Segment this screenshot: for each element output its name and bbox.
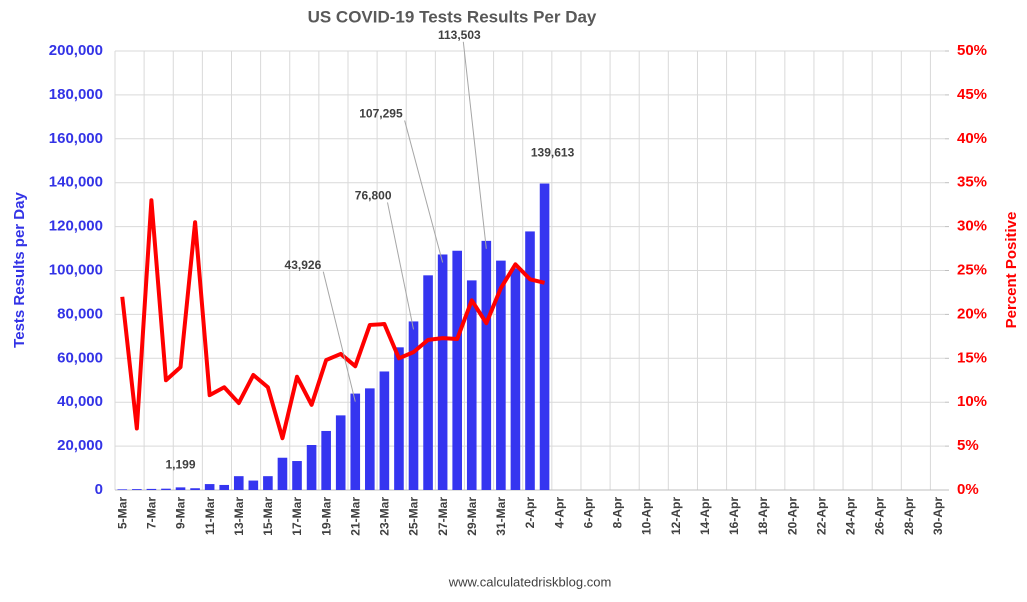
data-label: 76,800	[355, 189, 392, 203]
x-tick-label: 12-Apr	[669, 497, 683, 535]
x-tick-label: 24-Apr	[844, 497, 858, 535]
data-label: 107,295	[359, 107, 403, 121]
x-tick-label: 15-Mar	[261, 497, 275, 536]
x-tick-label: 6-Apr	[581, 497, 595, 529]
y2-tick-label: 45%	[957, 86, 987, 103]
leader-line	[387, 202, 414, 330]
bar	[437, 254, 448, 490]
chart-title: US COVID-19 Tests Results Per Day	[308, 7, 597, 26]
y-tick-label: 140,000	[49, 174, 103, 191]
bar	[510, 268, 521, 490]
bar	[394, 347, 404, 490]
y-tick-label: 60,000	[57, 349, 103, 366]
bar	[496, 260, 506, 490]
bar	[365, 388, 375, 490]
bar	[466, 280, 477, 490]
x-tick-label: 19-Mar	[319, 497, 333, 536]
x-tick-label: 2-Apr	[523, 497, 537, 529]
bar	[539, 183, 550, 490]
y2-tick-label: 50%	[957, 42, 987, 59]
y2-tick-label: 0%	[957, 481, 979, 498]
bar	[423, 275, 433, 490]
x-tick-label: 29-Mar	[465, 497, 479, 536]
x-tick-label: 23-Mar	[378, 497, 392, 536]
y-tick-label: 0	[95, 481, 103, 498]
y2-tick-label: 15%	[957, 349, 987, 366]
y2-tick-label: 10%	[957, 393, 987, 410]
bar	[481, 240, 492, 490]
y2-axis-title: Percent Positive	[1003, 212, 1020, 329]
leader-line	[404, 120, 444, 263]
x-tick-label: 28-Apr	[902, 497, 916, 535]
bar	[146, 488, 157, 490]
bar	[277, 457, 288, 490]
y2-tick-label: 20%	[957, 305, 987, 322]
bar	[161, 488, 171, 490]
bar	[263, 476, 273, 490]
y2-tick-label: 25%	[957, 261, 987, 278]
x-tick-label: 17-Mar	[290, 497, 304, 536]
x-tick-label: 4-Apr	[552, 497, 566, 529]
leader-line	[322, 271, 356, 402]
bar	[408, 321, 419, 490]
x-tick-label: 13-Mar	[232, 497, 246, 536]
y-tick-label: 160,000	[49, 130, 103, 147]
x-tick-label: 16-Apr	[727, 497, 741, 535]
bar	[219, 484, 230, 490]
x-tick-label: 9-Mar	[174, 497, 188, 529]
y-axis-title: Tests Results per Day	[11, 192, 28, 348]
data-label: 113,503	[438, 28, 481, 42]
bar	[525, 231, 535, 490]
footer: www.calculatedriskblog.com	[448, 574, 612, 589]
x-tick-label: 31-Mar	[494, 497, 508, 536]
y-tick-label: 20,000	[57, 437, 103, 454]
bar	[321, 430, 331, 490]
x-tick-label: 27-Mar	[436, 497, 450, 536]
data-label: 43,926	[285, 258, 322, 272]
x-tick-label: 20-Apr	[785, 497, 799, 535]
y-tick-label: 40,000	[57, 393, 103, 410]
bar	[292, 461, 302, 490]
y-tick-label: 120,000	[49, 218, 103, 235]
x-tick-label: 22-Apr	[814, 497, 828, 535]
x-tick-label: 30-Apr	[931, 497, 945, 535]
x-tick-label: 25-Mar	[407, 497, 421, 536]
x-tick-label: 11-Mar	[203, 497, 217, 535]
bar	[306, 445, 317, 490]
line	[120, 198, 546, 441]
bar	[350, 393, 361, 490]
y2-tick-label: 35%	[957, 174, 987, 191]
x-tick-label: 5-Mar	[115, 497, 129, 529]
bar	[132, 489, 142, 490]
y-tick-label: 200,000	[49, 42, 103, 59]
x-tick-label: 10-Apr	[640, 497, 654, 535]
bar	[379, 371, 390, 490]
bar	[175, 487, 186, 490]
y-tick-label: 80,000	[57, 305, 103, 322]
y2-tick-label: 5%	[957, 437, 979, 454]
bar	[248, 480, 259, 490]
bar	[233, 476, 244, 490]
y2-tick-label: 40%	[957, 130, 987, 147]
leader-line	[462, 41, 487, 249]
x-tick-label: 8-Apr	[611, 497, 625, 529]
data-label: 139,613	[531, 146, 575, 160]
y-tick-label: 100,000	[49, 261, 103, 278]
bar	[204, 484, 215, 490]
bar	[335, 415, 346, 490]
x-tick-label: 14-Apr	[698, 497, 712, 535]
data-label: 1,199	[166, 458, 196, 472]
x-tick-label: 26-Apr	[873, 497, 887, 535]
x-tick-label: 7-Mar	[145, 497, 159, 529]
x-tick-label: 18-Apr	[756, 497, 770, 535]
y-tick-label: 180,000	[49, 86, 103, 103]
x-tick-label: 21-Mar	[348, 497, 362, 536]
bar	[190, 488, 200, 490]
bar	[117, 489, 128, 490]
bar	[452, 250, 462, 490]
y2-tick-label: 30%	[957, 218, 987, 235]
